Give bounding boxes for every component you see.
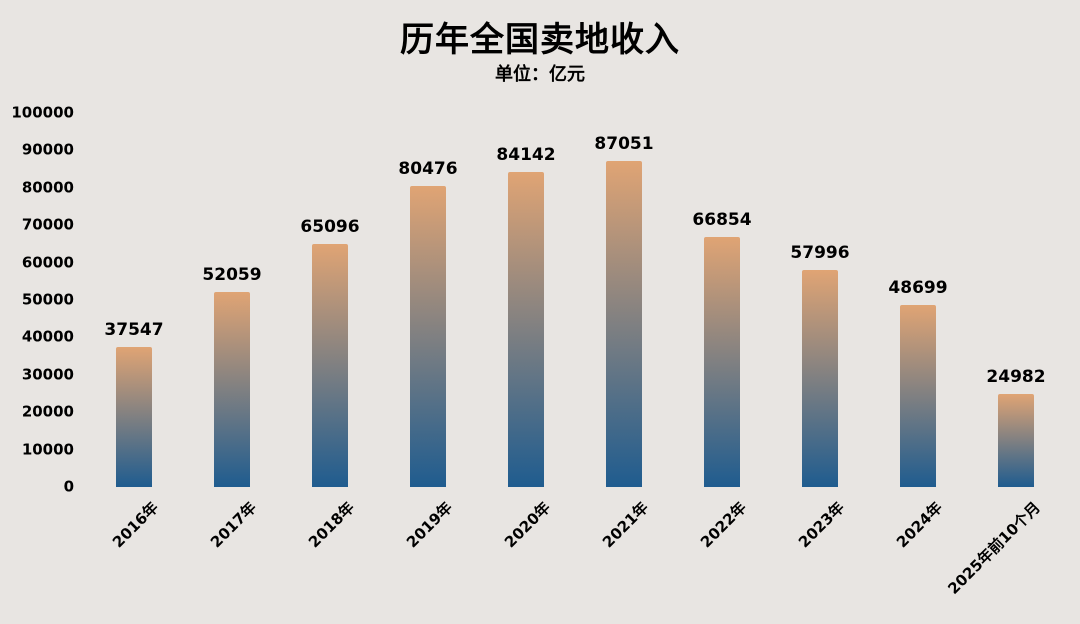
x-axis-label: 2019年 [403,498,457,552]
x-axis-label: 2025年前10个月 [944,498,1045,598]
bar-value-label: 66854 [692,209,752,230]
y-axis-tick-label: 50000 [21,290,74,309]
bar-value-label: 52059 [202,265,262,286]
y-axis-tick-label: 30000 [21,365,74,384]
bar-value-label: 48699 [888,277,948,298]
bar-column: 24982 [967,113,1065,487]
chart-title: 历年全国卖地收入 [400,20,680,60]
y-axis: 0 10000 20000 30000 40000 50000 60000 70000 8000… [0,105,74,494]
plot-area: 37547 52059 65096 80476 84142 87051 66854 57996… [85,113,1065,487]
bar-column: 87051 [575,113,673,487]
y-axis-tick-label: 100000 [11,103,74,122]
bar-column: 48699 [869,113,967,487]
bar-value-label: 80476 [398,159,458,180]
y-axis-tick-label: 10000 [21,440,74,459]
bar [900,304,936,487]
bar-value-label: 24982 [986,366,1046,387]
x-axis-label: 2022年 [697,498,751,552]
x-axis-label: 2023年 [795,498,849,552]
y-axis-tick-label: 40000 [21,327,74,346]
bar [998,393,1034,487]
bar [508,172,544,487]
x-axis-label: 2016年 [109,498,163,552]
bar-column: 65096 [281,113,379,487]
bar [214,292,250,487]
x-axis-label: 2017年 [207,498,261,552]
y-axis-tick-label: 20000 [21,402,74,421]
bar-value-label: 65096 [300,216,360,237]
bar-value-label: 84142 [496,145,556,166]
bar-value-label: 37547 [104,319,164,340]
y-axis-tick-label: 0 [63,477,74,496]
x-axis-label: 2018年 [305,498,359,552]
bar [606,161,642,487]
y-axis-tick-label: 80000 [21,178,74,197]
bar-column: 80476 [379,113,477,487]
x-axis-label: 2021年 [599,498,653,552]
x-axis-label: 2024年 [893,498,947,552]
bar-column: 84142 [477,113,575,487]
x-axis: 2016年 2017年 2018年 2019年 2020年 2021年 2022年 2023年… [85,491,1065,624]
bar-column: 52059 [183,113,281,487]
y-axis-tick-label: 90000 [21,140,74,159]
y-axis-tick-label: 70000 [21,215,74,234]
bar-column: 57996 [771,113,869,487]
bar-value-label: 87051 [594,134,654,155]
bar [410,186,446,487]
chart-subtitle: 单位：亿元 [495,64,585,85]
bar-column: 37547 [85,113,183,487]
x-axis-label: 2020年 [501,498,555,552]
bar [312,243,348,487]
bar [704,236,740,487]
bar [116,346,152,487]
y-axis-tick-label: 60000 [21,253,74,272]
bar-column: 66854 [673,113,771,487]
bar [802,270,838,487]
bar-value-label: 57996 [790,243,850,264]
